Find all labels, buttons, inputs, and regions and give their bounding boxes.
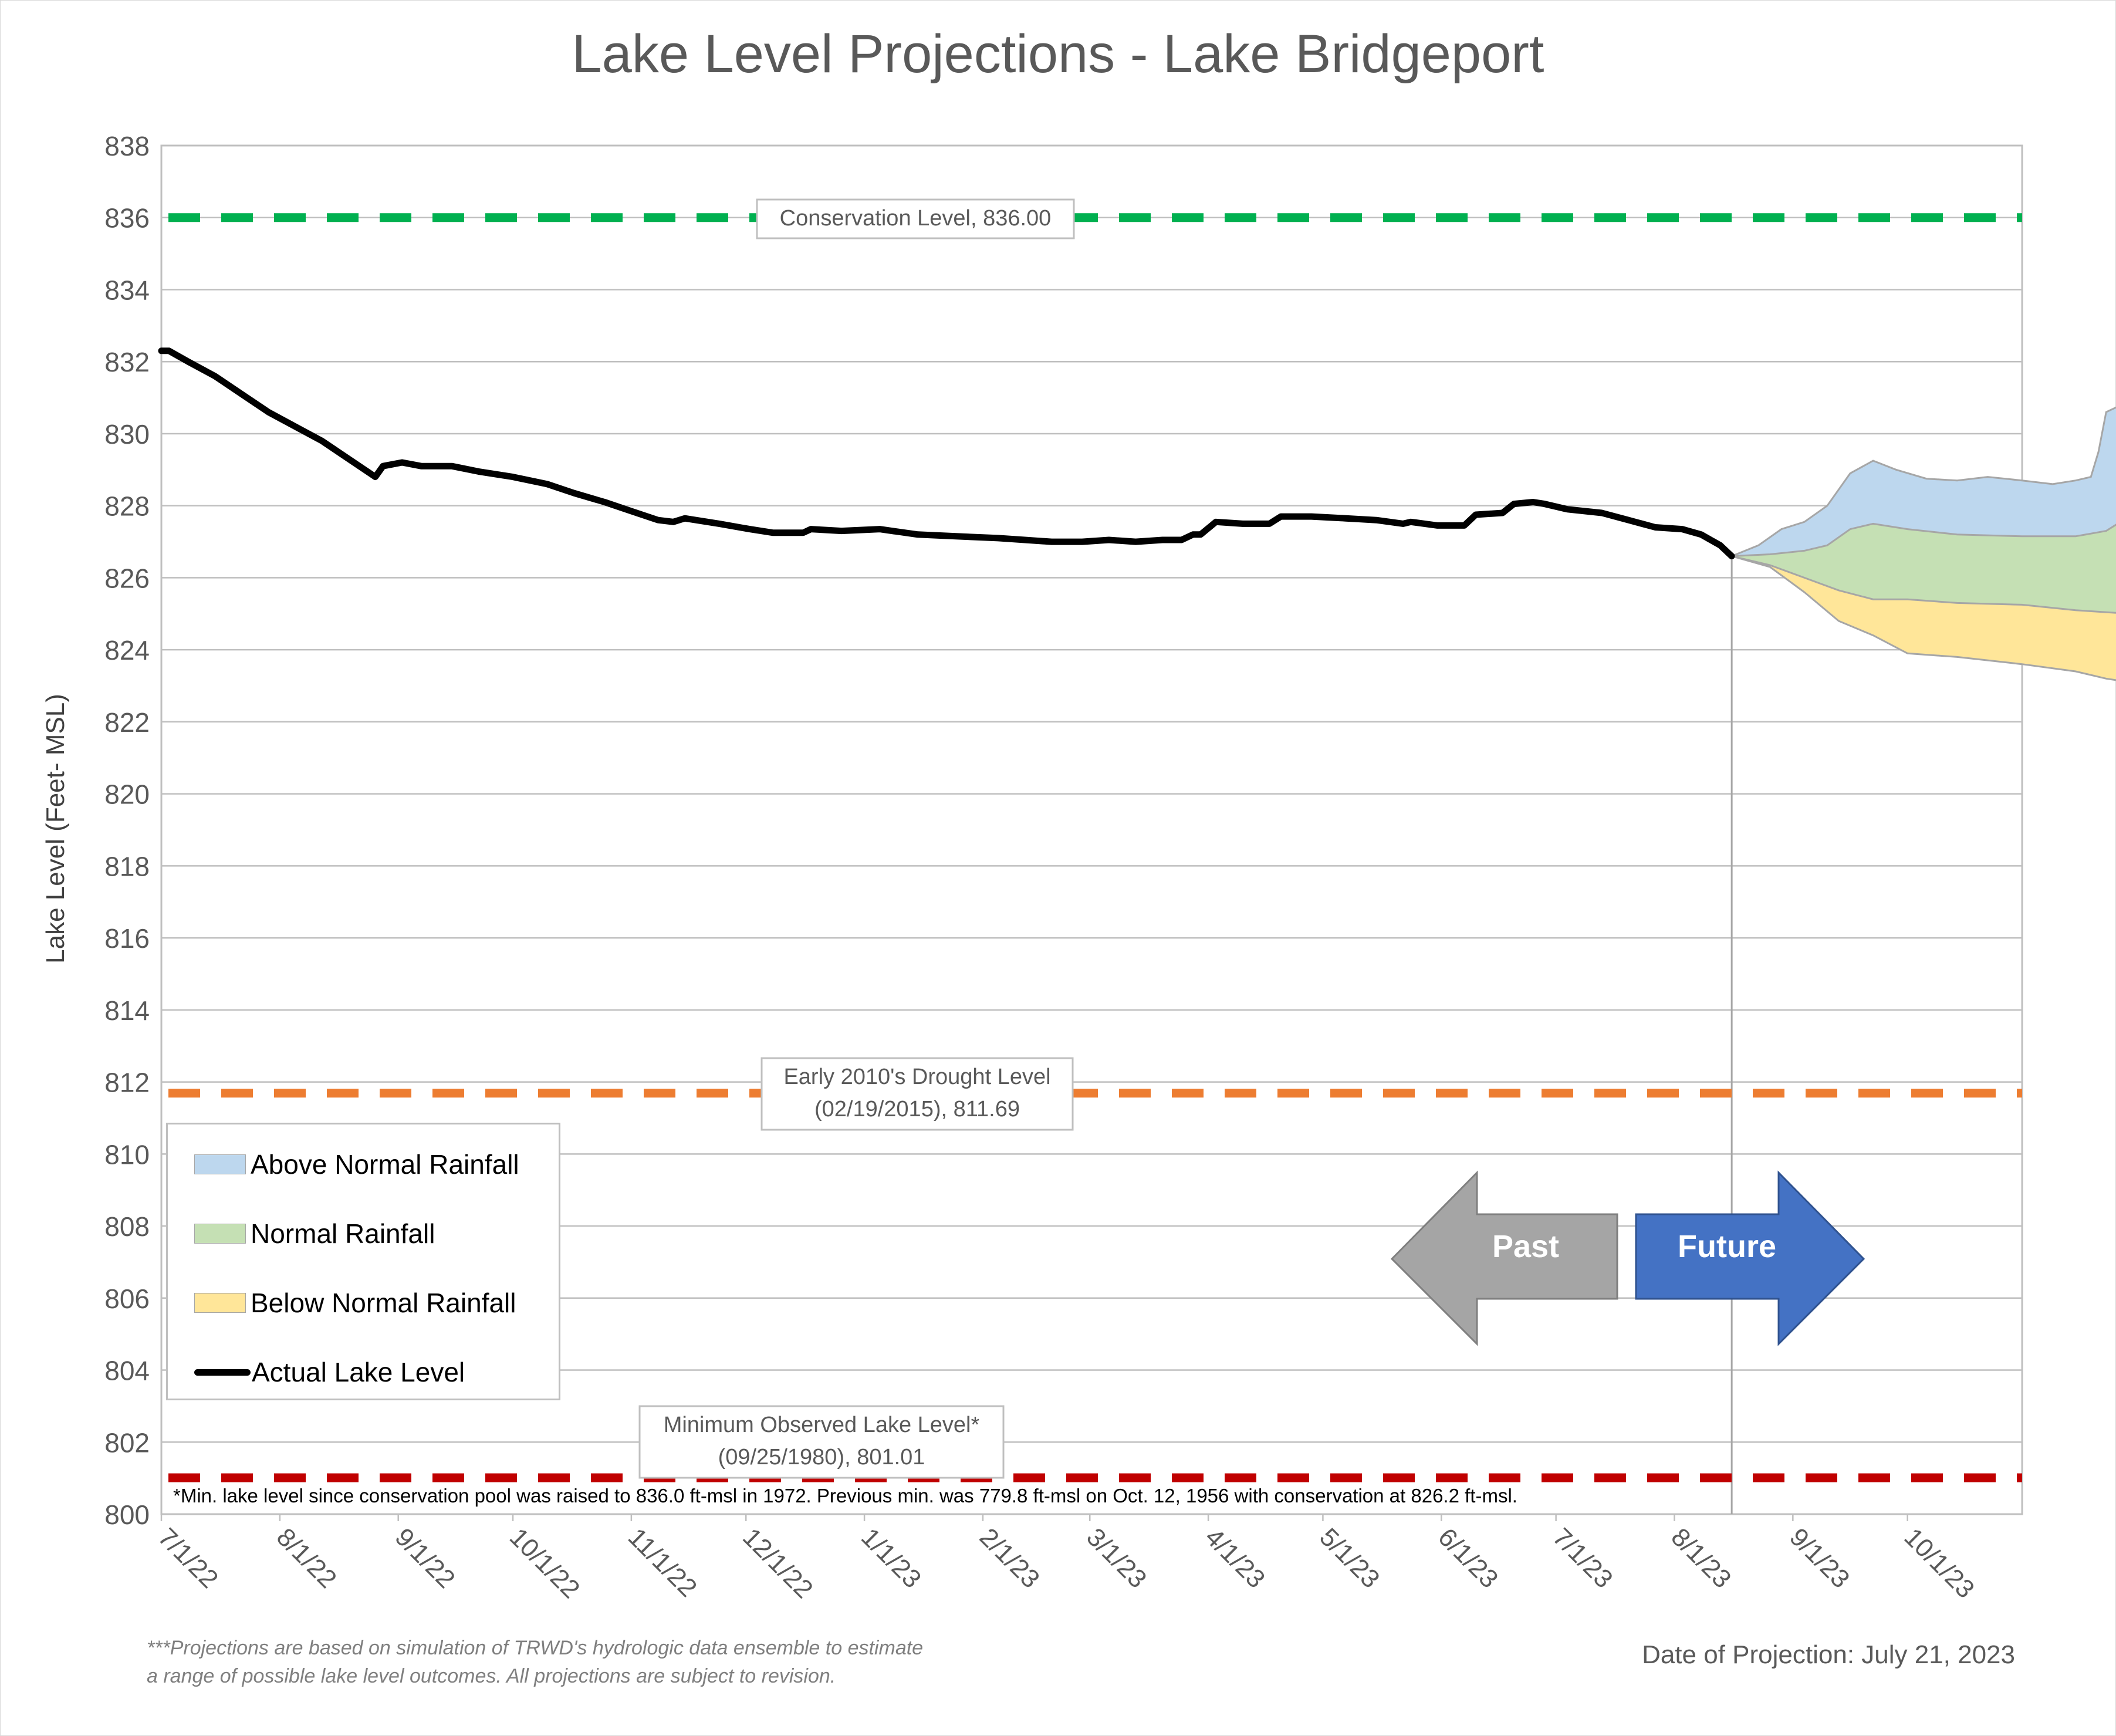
x-tick-label: 8/1/22 [271,1522,342,1593]
reference-lines [168,213,2022,1514]
min-level-footnote: *Min. lake level since conservation pool… [173,1485,1517,1507]
x-tick-label: 3/1/23 [1081,1522,1152,1593]
y-tick-label: 820 [104,779,150,810]
projection-date: Date of Projection: July 21, 2023 [1642,1640,2015,1669]
callout-box [756,198,1075,239]
y-tick-label: 806 [104,1284,150,1314]
legend-swatch-above-normal [194,1154,246,1174]
disclaimer: ***Projections are based on simulation o… [147,1634,923,1690]
callout-box [760,1057,1074,1131]
callout-text: Early 2010's Drought Level [783,1065,1050,1089]
legend-item-normal: Normal Rainfall [194,1216,435,1251]
legend-label: Normal Rainfall [251,1218,435,1249]
y-tick-label: 804 [104,1356,150,1386]
x-tick-label: 4/1/23 [1199,1522,1270,1593]
callout-text: (02/19/2015), 811.69 [814,1097,1020,1122]
y-tick-label: 818 [104,851,150,881]
y-tick-label: 838 [104,131,150,161]
x-tick-label: 9/1/22 [390,1522,461,1593]
y-tick-label: 824 [104,635,150,666]
legend-item-above-normal: Above Normal Rainfall [194,1147,519,1182]
x-tick-label: 10/1/23 [1899,1522,1980,1603]
y-tick-label: 832 [104,347,150,377]
y-tick-label: 810 [104,1139,150,1170]
band-edge [1732,522,2116,558]
x-tick-label: 8/1/23 [1665,1522,1736,1593]
callout-text: (09/25/1980), 801.01 [718,1445,925,1470]
annotations: Conservation Level, 836.00 Early 2010's D… [173,198,1865,1507]
y-tick-label: 828 [104,491,150,522]
x-tick-label: 10/1/22 [504,1522,585,1603]
y-tick-label: 808 [104,1211,150,1242]
past-arrow-label: Past [1492,1229,1559,1264]
y-tick-label: 822 [104,707,150,738]
y-tick-label: 802 [104,1427,150,1458]
actual-level-line [158,347,1735,560]
disclaimer-line-1: ***Projections are based on simulation o… [147,1637,924,1659]
actual-level-line-path [158,347,1735,560]
x-tick-label: 6/1/23 [1432,1522,1503,1593]
y-tick-label: 814 [104,995,150,1026]
y-tick-label: 816 [104,923,150,954]
callout-box [638,1405,1005,1479]
legend-swatch-normal [194,1224,246,1244]
y-tick-label: 834 [104,275,150,305]
band-edge [1731,555,2116,681]
legend: Above Normal Rainfall Normal Rainfall Be… [166,1123,560,1400]
band-edge [1731,406,2116,557]
y-tick-label: 836 [104,203,150,234]
band-edge [1731,555,2116,614]
callout-text: Conservation Level, 836.00 [780,206,1052,231]
x-tick-label: 1/1/23 [856,1522,927,1593]
y-tick-label: 812 [104,1068,150,1098]
future-arrow-label: Future [1678,1229,1776,1264]
legend-item-actual-level: Actual Lake Level [194,1355,465,1390]
disclaimer-line-2: a range of possible lake level outcomes.… [147,1665,836,1687]
band-above-normal [1732,407,2116,556]
x-tick-label: 12/1/22 [737,1522,818,1603]
y-tick-label: 800 [104,1499,150,1530]
legend-label: Actual Lake Level [252,1357,465,1387]
y-tick-label: 826 [104,563,150,593]
legend-line-actual-level [194,1369,251,1376]
x-tick-label: 5/1/23 [1314,1522,1385,1593]
projection-bands [1731,406,2116,681]
x-tick-label: 9/1/23 [1784,1522,1855,1593]
x-tick-label: 2/1/23 [974,1522,1045,1593]
legend-label: Below Normal Rainfall [251,1288,516,1318]
chart-title: Lake Level Projections - Lake Bridgeport [572,24,1544,84]
legend-swatch-below-normal [194,1293,246,1313]
legend-item-below-normal: Below Normal Rainfall [194,1285,516,1320]
x-tick-label: 7/1/23 [1547,1522,1618,1593]
y-axis-label: Lake Level (Feet- MSL) [41,694,70,964]
future-arrow [1635,1170,1865,1346]
legend-label: Above Normal Rainfall [251,1149,519,1180]
x-tick-label: 7/1/22 [153,1522,224,1593]
y-tick-label: 830 [104,419,150,450]
callout-text: Minimum Observed Lake Level* [664,1413,980,1437]
past-arrow [1390,1170,1618,1346]
x-tick-label: 11/1/22 [623,1522,702,1602]
